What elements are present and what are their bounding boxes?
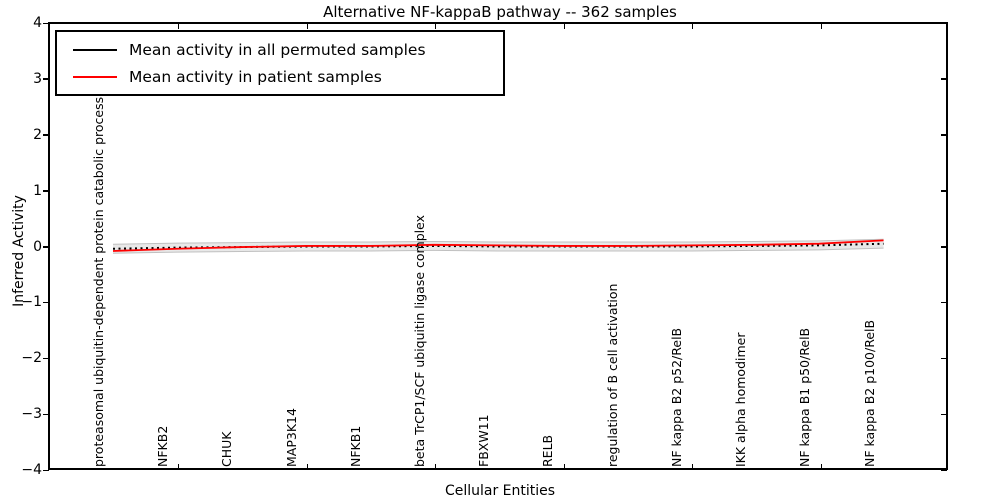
bottom-tick-mark [691, 464, 693, 470]
x-axis-label: Cellular Entities [444, 483, 556, 499]
x-category-label: FBXW11 [476, 414, 492, 467]
x-category-label: CHUK [219, 431, 235, 467]
right-tick-mark [941, 413, 947, 416]
y-tick-label: −3 [21, 406, 42, 423]
bottom-tick-mark [434, 464, 436, 470]
y-tick-label: 0 [33, 238, 42, 255]
legend-label-patient: Mean activity in patient samples [129, 67, 382, 86]
right-tick-mark [941, 357, 947, 360]
bottom-tick-mark [306, 464, 308, 470]
y-tick-label: 3 [33, 70, 42, 87]
permuted-line-swatch [73, 48, 117, 51]
bottom-tick-mark [177, 464, 179, 470]
y-tick-label: −1 [21, 294, 42, 311]
right-tick-mark [941, 301, 947, 304]
x-category-label: NFKB2 [155, 425, 171, 467]
left-tick-mark [43, 190, 49, 192]
left-tick-mark [43, 301, 49, 304]
x-category-label: RELB [540, 434, 556, 467]
legend-label-permuted: Mean activity in all permuted samples [129, 40, 426, 59]
top-tick-mark [563, 23, 565, 29]
right-tick-mark [941, 22, 947, 24]
y-tick-label: −4 [21, 462, 42, 478]
y-tick-label: 1 [33, 182, 42, 199]
legend-box: Mean activity in all permuted samples Me… [55, 30, 505, 96]
x-category-label: NF kappa B2 p100/RelB [861, 319, 877, 467]
right-tick-mark [941, 190, 947, 192]
top-tick-mark [691, 23, 693, 29]
x-category-label: NF kappa B1 p50/RelB [797, 327, 813, 467]
right-tick-mark [941, 469, 947, 471]
left-tick-mark [43, 357, 49, 360]
bottom-tick-mark [563, 464, 565, 470]
x-category-label: IKK alpha homodimer [733, 332, 749, 468]
x-category-label: regulation of B cell activation [604, 283, 620, 467]
top-tick-mark [177, 23, 179, 29]
x-category-label: NFKB1 [347, 425, 363, 467]
left-tick-mark [43, 413, 49, 416]
top-tick-mark [306, 23, 308, 29]
right-tick-mark [941, 246, 947, 248]
top-tick-mark [820, 23, 822, 29]
x-category-label: NF kappa B2 p52/RelB [668, 327, 684, 467]
x-category-label: proteasomal ubiquitin-dependent protein … [91, 96, 106, 467]
x-category-label: MAP3K14 [283, 408, 299, 467]
patient-line-swatch [73, 75, 117, 78]
y-tick-label: −2 [21, 350, 42, 367]
y-tick-label: 2 [33, 126, 42, 143]
x-category-label: beta TrCP1/SCF ubiquitin ligase complex [412, 215, 428, 467]
left-tick-mark [43, 469, 49, 471]
legend-item-patient: Mean activity in patient samples [73, 68, 503, 86]
right-tick-mark [941, 78, 947, 80]
bottom-tick-mark [820, 464, 822, 470]
y-tick-label: 4 [33, 15, 42, 31]
left-tick-mark [43, 134, 49, 136]
legend-item-permuted: Mean activity in all permuted samples [73, 41, 503, 59]
left-tick-mark [43, 246, 49, 248]
right-tick-mark [941, 134, 947, 136]
left-tick-mark [43, 22, 49, 24]
chart-title: Alternative NF-kappaB pathway -- 362 sam… [323, 3, 677, 21]
left-tick-mark [43, 78, 49, 80]
top-tick-mark [434, 23, 436, 29]
